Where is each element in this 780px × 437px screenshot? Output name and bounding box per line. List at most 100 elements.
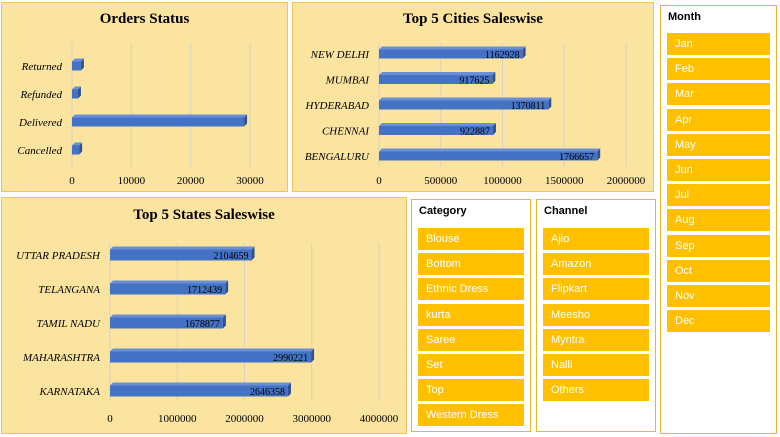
orders_status-tick-label: 0	[69, 175, 75, 187]
top_states-tick-label: 0	[107, 413, 113, 425]
top-cities-title: Top 5 Cities Saleswise	[403, 11, 543, 27]
month-option[interactable]: Jul	[667, 184, 770, 207]
top_cities-bar-top	[379, 123, 496, 126]
category-option[interactable]: Western Dress	[418, 404, 524, 427]
orders_status-bar	[72, 145, 80, 155]
top_states-tick-label: 2000000	[225, 413, 264, 425]
category-option[interactable]: Bottom	[418, 253, 524, 276]
top_cities-category-label: MUMBAI	[325, 75, 371, 87]
top_cities-category-label: CHENNAI	[322, 126, 370, 138]
top_cities-tick-label: 0	[376, 175, 382, 187]
top_states-bar-side	[225, 280, 229, 295]
category-option[interactable]: Ethnic Dress	[418, 278, 524, 301]
top_cities-bar-top	[379, 46, 526, 50]
orders_status-bar-top	[72, 58, 84, 62]
orders_status-bar	[72, 61, 81, 71]
category-option[interactable]: Top	[418, 379, 524, 402]
category-slicer: Category Blouse Bottom Ethnic Dress kurta Sa…	[411, 199, 531, 432]
month-option[interactable]: Dec	[667, 310, 770, 333]
channel-option[interactable]: Meesho	[543, 303, 649, 326]
orders_status-tick-label: 30000	[236, 175, 264, 187]
channel-option[interactable]: Others	[543, 379, 649, 402]
top_cities-bar	[379, 100, 549, 110]
top-cities-chart: 0 500000 1000000 1500000 2000000 NEW DELHI 116…	[304, 43, 646, 187]
month-slicer-title: Month	[668, 11, 701, 23]
top_cities-data-label: 1370811	[511, 101, 546, 112]
top_cities-bar	[379, 49, 523, 59]
month-option[interactable]: Jan	[667, 33, 770, 55]
top_states-category-label: TELANGANA	[38, 284, 100, 296]
top_states-data-label: 1712439	[187, 285, 222, 296]
month-option[interactable]: Sep	[667, 234, 770, 257]
top_states-data-label: 2990221	[273, 353, 308, 364]
month-option[interactable]: Apr	[667, 108, 770, 131]
top_states-category-label: MAHARASHTRA	[22, 352, 100, 364]
top-states-title: Top 5 States Saleswise	[133, 207, 275, 223]
top_states-category-label: TAMIL NADU	[37, 318, 102, 330]
month-option[interactable]: Aug	[667, 209, 770, 232]
top_cities-category-label: HYDERABAD	[304, 100, 369, 112]
category-option[interactable]: Blouse	[418, 228, 524, 250]
top-states-panel: Top 5 States Saleswise 0 1000000 2000000 30…	[1, 197, 407, 434]
channel-option[interactable]: Flipkart	[543, 278, 649, 301]
top_states-bar	[110, 385, 288, 397]
top_cities-bar-side	[522, 46, 526, 59]
orders_status-bar-side	[77, 86, 81, 99]
top_cities-data-label: 922887	[460, 127, 490, 138]
orders_status-bar-side	[244, 114, 248, 127]
top_cities-bar-top	[379, 148, 601, 152]
month-option[interactable]: May	[667, 133, 770, 156]
orders_status-tick-label: 10000	[118, 175, 146, 187]
orders-status-title: Orders Status	[99, 11, 190, 27]
top_states-bar	[110, 317, 223, 329]
top_cities-bar	[379, 75, 493, 84]
top_states-bar	[110, 351, 312, 363]
channel-option[interactable]: Myntra	[543, 328, 649, 351]
top_cities-bar	[379, 151, 598, 161]
channel-option[interactable]: Ajio	[543, 228, 649, 250]
top_cities-bar-side	[597, 148, 601, 161]
category-option[interactable]: kurta	[418, 303, 524, 326]
orders_status-bar	[72, 117, 245, 127]
orders_status-bar-top	[72, 114, 248, 118]
top_states-bar-side	[287, 382, 291, 397]
top_cities-tick-label: 1000000	[483, 175, 522, 187]
top_cities-data-label: 1766657	[559, 152, 594, 163]
top_states-data-label: 2646358	[250, 387, 285, 398]
category-option[interactable]: Saree	[418, 328, 524, 351]
channel-option[interactable]: Nalli	[543, 354, 649, 376]
top-states-chart: 0 1000000 2000000 3000000 4000000 UTTAR PRADE…	[16, 243, 399, 425]
top_states-bar-side	[222, 314, 226, 329]
top_cities-bar-side	[492, 72, 496, 84]
orders_status-category-label: Refunded	[19, 89, 62, 101]
top_cities-bar-top	[379, 97, 552, 101]
top_states-category-label: KARNATAKA	[39, 386, 101, 398]
month-option[interactable]: Oct	[667, 259, 770, 282]
orders-status-panel: Orders Status 0 10000 20000 30000 Returned Re…	[1, 2, 288, 192]
channel-slicer-title: Channel	[544, 205, 588, 217]
category-option[interactable]: Set	[418, 354, 524, 376]
top_states-bar-top	[110, 348, 315, 352]
top_states-tick-label: 1000000	[158, 413, 197, 425]
top_states-data-label: 2104659	[214, 251, 249, 262]
month-option[interactable]: Mar	[667, 83, 770, 106]
top_states-category-label: UTTAR PRADESH	[16, 250, 101, 262]
orders_status-category-label: Delivered	[18, 117, 62, 129]
orders_status-category-label: Returned	[21, 61, 63, 73]
month-option[interactable]: Nov	[667, 285, 770, 307]
orders_status-bar-top	[72, 86, 81, 90]
channel-option[interactable]: Amazon	[543, 253, 649, 276]
top_cities-bar-top	[379, 72, 496, 75]
top_cities-tick-label: 500000	[424, 175, 458, 187]
month-option[interactable]: Feb	[667, 58, 770, 81]
orders_status-tick-label: 20000	[177, 175, 205, 187]
top_states-bar-side	[311, 348, 315, 363]
top_states-bar-top	[110, 280, 229, 284]
orders_status-bar	[72, 89, 78, 99]
top_states-data-label: 1678877	[185, 319, 220, 330]
top_cities-tick-label: 1500000	[545, 175, 584, 187]
top_cities-tick-label: 2000000	[607, 175, 646, 187]
month-option[interactable]: Jun	[667, 159, 770, 181]
orders_status-bar-top	[72, 142, 83, 146]
top_cities-data-label: 1162928	[485, 50, 520, 61]
